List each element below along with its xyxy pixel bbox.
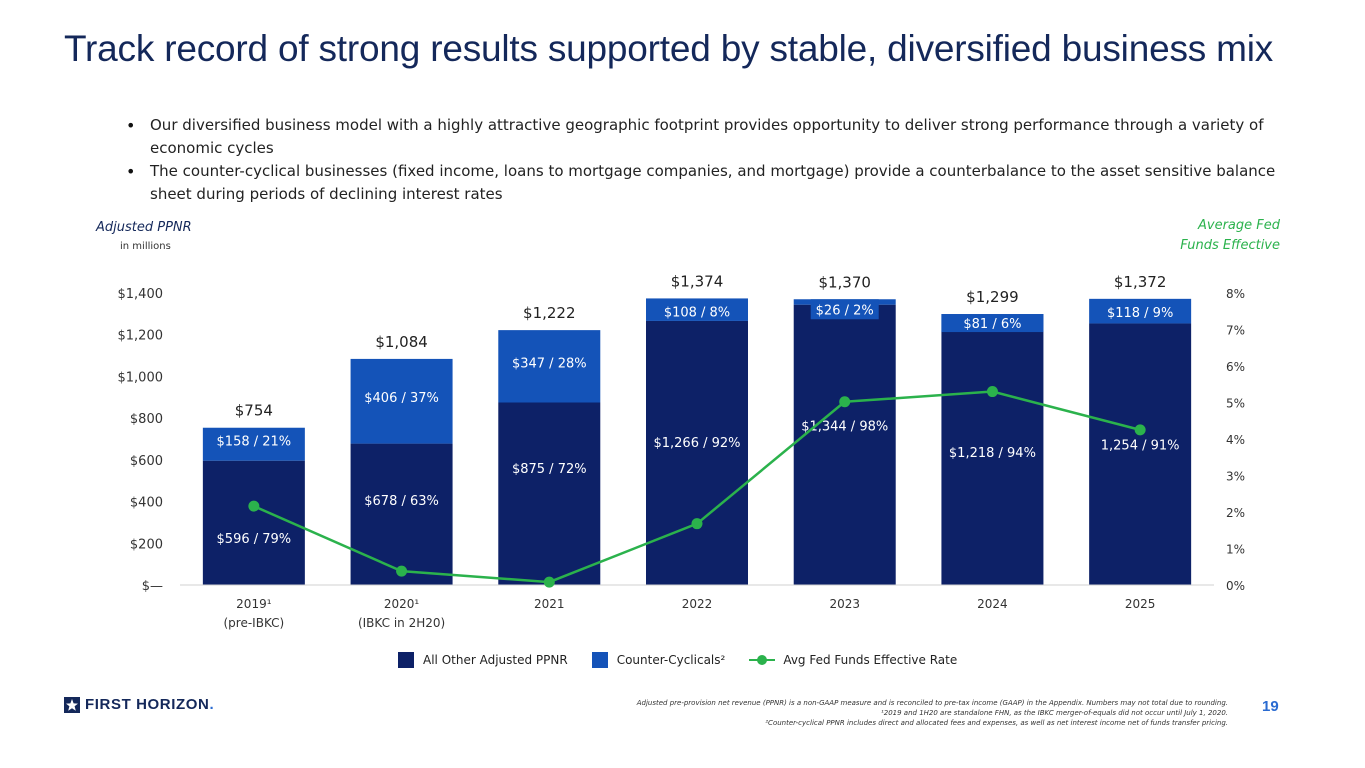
bar-label-all-other: $678 / 63%: [364, 494, 439, 509]
y-tick-label: $—: [142, 579, 163, 594]
y2-tick-label: 4%: [1226, 433, 1245, 447]
y-tick-label: $200: [130, 537, 163, 552]
bar-label-background: [810, 299, 879, 320]
fed-funds-point: [839, 396, 851, 408]
y2-tick-label: 2%: [1226, 506, 1245, 520]
y-tick-label: $800: [130, 412, 163, 427]
bar-total-label: $1,374: [671, 272, 724, 290]
bullet-item: Our diversified business model with a hi…: [126, 114, 1286, 160]
y-tick-label: $600: [130, 454, 163, 469]
x-tick-label: (pre-IBKC): [223, 616, 284, 630]
company-logo: FIRST HORIZON.: [64, 696, 214, 713]
bar-all-other: [646, 320, 748, 585]
bar-all-other: [350, 443, 453, 585]
bar-counter-cyclicals: [646, 298, 748, 321]
y-tick-label: $400: [130, 496, 163, 511]
legend-item-all-other: All Other Adjusted PPNR: [398, 652, 568, 668]
legend-item-fed-funds: Avg Fed Funds Effective Rate: [749, 653, 957, 667]
bar-label-counter-cyclicals: $108 / 8%: [664, 305, 730, 320]
fed-funds-point: [986, 386, 998, 398]
right-axis-title: Average Fed Funds Effective: [1160, 216, 1280, 256]
x-tick-label: 2024: [977, 597, 1008, 611]
bar-label-counter-cyclicals: $26 / 2%: [816, 303, 874, 318]
bar-all-other: [941, 330, 1044, 585]
bar-counter-cyclicals: [350, 358, 453, 444]
y2-tick-label: 3%: [1226, 470, 1245, 484]
footnotes: Adjusted pre-provision net revenue (PPNR…: [560, 698, 1228, 728]
y2-tick-label: 6%: [1226, 360, 1245, 374]
fed-funds-point: [691, 518, 703, 530]
bar-all-other: [202, 460, 305, 585]
x-tick-label: 2021: [534, 597, 565, 611]
right-axis-title-line: Funds Effective: [1180, 238, 1280, 253]
bar-label-counter-cyclicals: $118 / 9%: [1107, 306, 1173, 321]
footnote: ¹2019 and 1H20 are standalone FHN, as th…: [880, 709, 1228, 717]
bar-total-label: $754: [235, 402, 273, 420]
footnote: ²Counter-cyclical PPNR includes direct a…: [765, 719, 1228, 727]
bar-label-all-other: $1,218 / 94%: [949, 446, 1036, 461]
bar-label-counter-cyclicals: $158 / 21%: [217, 435, 292, 450]
bar-label-counter-cyclicals: $347 / 28%: [512, 357, 587, 372]
logo-wordmark: FIRST HORIZON.: [85, 696, 215, 713]
y-tick-label: $1,000: [118, 370, 164, 385]
bar-all-other: [1089, 323, 1192, 585]
x-tick-label: 2023: [829, 597, 860, 611]
page-number: 19: [1262, 698, 1279, 715]
legend-label: All Other Adjusted PPNR: [423, 653, 568, 667]
x-tick-label: (IBKC in 2H20): [358, 616, 445, 630]
bar-label-all-other: $1,344 / 98%: [801, 420, 888, 435]
bar-counter-cyclicals: [498, 330, 601, 403]
fed-funds-point: [1134, 424, 1146, 436]
x-tick-label: 2025: [1125, 597, 1156, 611]
bar-total-label: $1,084: [375, 333, 428, 351]
fed-funds-point: [396, 565, 408, 577]
left-axis-title: Adjusted PPNR: [96, 220, 192, 235]
y2-tick-label: 5%: [1226, 397, 1245, 411]
bar-label-counter-cyclicals: $406 / 37%: [364, 391, 439, 406]
right-axis-title-line: Average Fed: [1197, 218, 1280, 233]
legend-line-marker: [749, 654, 776, 666]
bar-all-other: [793, 304, 896, 585]
footnote: Adjusted pre-provision net revenue (PPNR…: [636, 699, 1228, 707]
bar-total-label: $1,372: [1114, 273, 1167, 291]
legend-item-counter-cyclicals: Counter-Cyclicals²: [591, 652, 726, 668]
fed-funds-point: [543, 576, 555, 588]
y2-tick-label: 7%: [1226, 324, 1245, 338]
bullet-list: Our diversified business model with a hi…: [126, 114, 1286, 206]
y2-tick-label: 8%: [1226, 287, 1245, 301]
bar-all-other: [498, 402, 601, 585]
horizon-star-icon: [64, 696, 80, 713]
x-tick-label: 2019¹: [236, 597, 272, 611]
bar-label-all-other: $875 / 72%: [512, 462, 587, 477]
y-tick-label: $1,400: [118, 287, 164, 302]
y2-tick-label: 0%: [1226, 579, 1245, 593]
legend-label: Counter-Cyclicals²: [616, 653, 726, 667]
legend-swatch: [591, 652, 608, 668]
page-title: Track record of strong results supported…: [64, 28, 1274, 69]
bar-label-background: [941, 314, 1044, 333]
y-tick-label: $1,200: [118, 329, 164, 344]
left-axis-subtitle: in millions: [120, 241, 171, 252]
bar-total-label: $1,299: [966, 288, 1019, 306]
bar-total-label: $1,370: [818, 273, 871, 291]
bullet-item: The counter-cyclical businesses (fixed i…: [126, 160, 1286, 206]
y2-tick-label: 1%: [1226, 543, 1245, 557]
bar-label-all-other: $1,266 / 92%: [653, 436, 740, 451]
bar-counter-cyclicals: [202, 427, 305, 461]
bar-total-label: $1,222: [523, 304, 576, 322]
bar-label-all-other: $596 / 79%: [217, 532, 292, 547]
bar-label-all-other: 1,254 / 91%: [1101, 438, 1180, 453]
legend-label: Avg Fed Funds Effective Rate: [783, 653, 958, 667]
legend-swatch: [398, 652, 414, 668]
x-tick-label: 2022: [682, 597, 713, 611]
chart-legend: All Other Adjusted PPNR Counter-Cyclical…: [398, 652, 981, 668]
fed-funds-point: [248, 500, 260, 512]
bar-counter-cyclicals: [1089, 298, 1192, 324]
x-tick-label: 2020¹: [384, 597, 420, 611]
bar-label-counter-cyclicals: $81 / 6%: [963, 317, 1021, 332]
